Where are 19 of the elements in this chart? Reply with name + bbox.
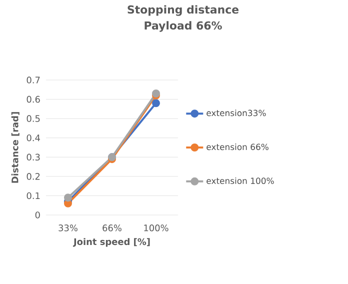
point — [64, 194, 72, 202]
y-tick-label: 0.6 — [26, 96, 40, 103]
legend-label: extension 100% — [206, 177, 274, 184]
legend-label: extension33% — [206, 110, 266, 116]
y-tick-label: 0.3 — [26, 154, 40, 161]
y-tick-label: 0.2 — [26, 173, 40, 180]
y-tick-label: 0 — [35, 212, 40, 218]
y-tick-label: 0.7 — [26, 76, 40, 84]
x-tick-label: 66% — [102, 224, 122, 232]
x-axis-title: Joint speed [%] — [73, 238, 150, 247]
y-tick-label: 0.4 — [26, 134, 40, 142]
x-tick-label: 100% — [144, 224, 168, 232]
y-tick-label: 0.1 — [26, 192, 40, 200]
legend-label: extension 66% — [206, 144, 268, 150]
y-axis-title: Distance [rad] — [11, 112, 20, 183]
chart-title: Stopping distance Payload 66% — [128, 5, 239, 32]
x-tick-label: 33% — [58, 224, 78, 232]
point — [152, 99, 160, 108]
y-tick-label: 0.5 — [26, 115, 40, 122]
